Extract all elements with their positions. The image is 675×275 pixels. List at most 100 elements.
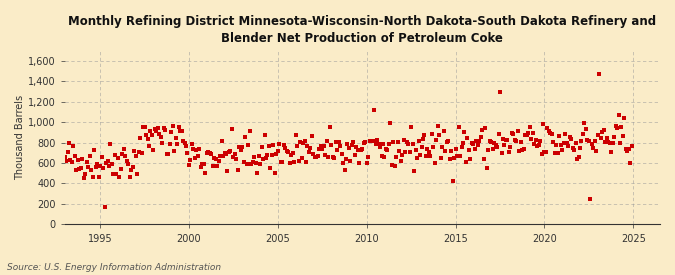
- Point: [227, 127, 238, 131]
- Point: [111, 172, 122, 176]
- Point: [392, 140, 403, 144]
- Point: [89, 148, 100, 152]
- Point: [497, 137, 508, 141]
- Point: [128, 165, 138, 169]
- Point: [63, 141, 74, 145]
- Point: [259, 133, 270, 137]
- Point: [300, 160, 311, 164]
- Point: [367, 139, 378, 143]
- Point: [269, 170, 280, 175]
- Point: [321, 139, 332, 144]
- Point: [317, 147, 327, 151]
- Point: [210, 157, 221, 161]
- Point: [70, 154, 80, 158]
- Point: [370, 142, 381, 146]
- Point: [530, 138, 541, 142]
- Point: [205, 150, 215, 155]
- Point: [262, 153, 273, 157]
- Point: [305, 145, 316, 150]
- Point: [542, 125, 553, 130]
- Point: [346, 143, 357, 147]
- Point: [597, 130, 608, 134]
- Point: [352, 147, 363, 152]
- Point: [145, 129, 156, 134]
- Point: [443, 139, 454, 143]
- Point: [76, 166, 86, 170]
- Point: [391, 155, 402, 159]
- Point: [86, 167, 97, 172]
- Point: [616, 125, 627, 130]
- Point: [471, 139, 482, 143]
- Point: [219, 151, 230, 155]
- Point: [409, 169, 420, 173]
- Point: [263, 144, 274, 148]
- Point: [587, 142, 597, 147]
- Point: [496, 151, 507, 155]
- Point: [105, 142, 116, 146]
- Point: [117, 152, 128, 156]
- Point: [324, 125, 335, 129]
- Point: [502, 138, 513, 142]
- Point: [446, 149, 456, 153]
- Point: [522, 131, 533, 136]
- Point: [268, 143, 279, 147]
- Point: [360, 139, 371, 144]
- Point: [549, 151, 560, 155]
- Point: [341, 156, 352, 161]
- Point: [413, 139, 424, 144]
- Point: [289, 160, 300, 164]
- Point: [326, 143, 337, 147]
- Point: [93, 174, 104, 179]
- Point: [464, 147, 475, 152]
- Point: [539, 150, 550, 155]
- Point: [247, 160, 258, 164]
- Point: [620, 147, 631, 152]
- Point: [244, 129, 255, 133]
- Point: [98, 166, 109, 170]
- Point: [188, 147, 199, 152]
- Point: [501, 138, 512, 142]
- Point: [518, 147, 529, 151]
- Point: [138, 125, 148, 129]
- Point: [468, 141, 479, 146]
- Point: [541, 150, 551, 155]
- Point: [176, 129, 187, 133]
- Point: [545, 131, 556, 135]
- Point: [431, 138, 441, 142]
- Point: [437, 145, 448, 150]
- Point: [221, 152, 232, 156]
- Point: [361, 161, 372, 165]
- Point: [313, 153, 323, 158]
- Point: [469, 147, 480, 152]
- Point: [87, 174, 98, 179]
- Point: [486, 140, 497, 144]
- Point: [83, 165, 94, 170]
- Point: [356, 148, 367, 152]
- Point: [161, 151, 172, 156]
- Point: [61, 159, 72, 163]
- Point: [336, 151, 347, 156]
- Point: [252, 171, 263, 175]
- Point: [148, 148, 159, 152]
- Point: [113, 156, 124, 160]
- Point: [275, 160, 286, 164]
- Point: [484, 139, 495, 143]
- Point: [292, 144, 302, 148]
- Point: [495, 90, 506, 95]
- Point: [421, 153, 431, 158]
- Point: [330, 140, 341, 144]
- Point: [149, 126, 160, 131]
- Point: [438, 129, 449, 133]
- Point: [455, 154, 466, 158]
- Point: [483, 148, 493, 152]
- Point: [406, 125, 416, 129]
- Point: [579, 120, 590, 125]
- Point: [274, 141, 285, 146]
- Point: [407, 142, 418, 146]
- Point: [302, 144, 313, 148]
- Point: [358, 141, 369, 145]
- Point: [169, 148, 180, 153]
- Point: [589, 139, 600, 143]
- Point: [381, 147, 392, 152]
- Point: [366, 138, 377, 143]
